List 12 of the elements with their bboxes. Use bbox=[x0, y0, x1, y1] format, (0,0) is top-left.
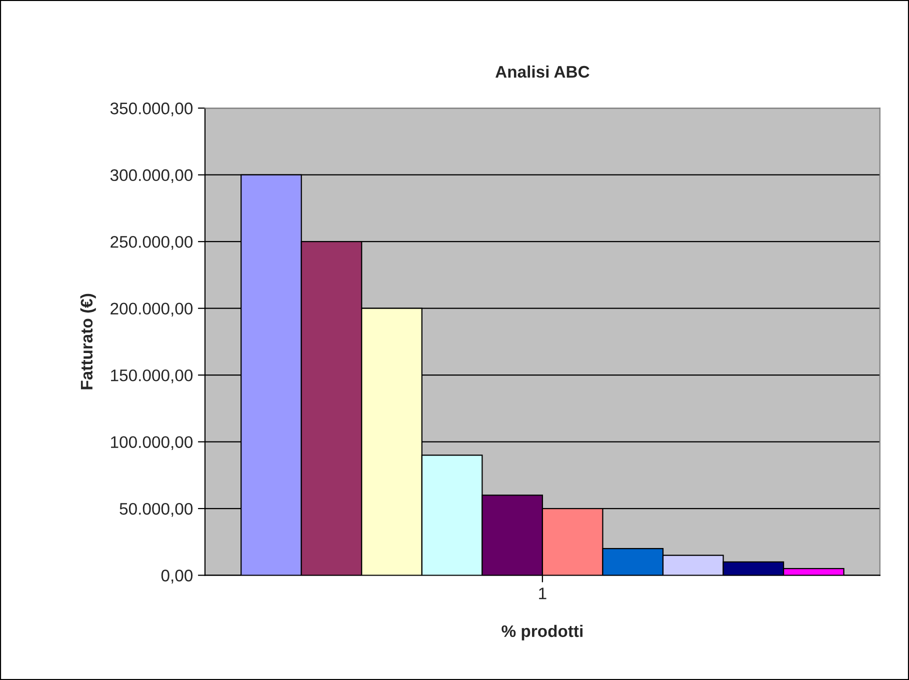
x-tick-label: 1 bbox=[539, 588, 546, 600]
chart-title: Analisi ABC bbox=[495, 65, 590, 78]
y-tick-label: 300.000,00 bbox=[110, 169, 193, 184]
x-axis-title: % prodotti bbox=[502, 624, 582, 640]
y-tick-label: 250.000,00 bbox=[110, 236, 193, 250]
y-tick-label: 100.000,00 bbox=[111, 436, 193, 450]
y-axis-title: Fatturato (€) bbox=[80, 294, 96, 390]
y-tick-label: 50.000,00 bbox=[120, 502, 193, 517]
y-tick-label: 150.000,00 bbox=[111, 369, 193, 384]
y-tick-label: 350.000,00 bbox=[110, 102, 193, 116]
y-tick-label: 0,00 bbox=[161, 570, 193, 584]
y-tick-label: 200.000,00 bbox=[110, 302, 193, 317]
